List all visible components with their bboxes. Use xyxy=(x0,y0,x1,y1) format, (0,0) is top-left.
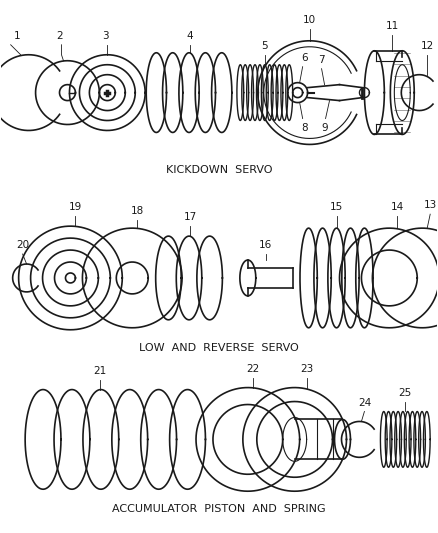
Text: 17: 17 xyxy=(184,212,197,222)
Text: 4: 4 xyxy=(187,31,193,41)
Text: 14: 14 xyxy=(391,202,404,212)
Text: 6: 6 xyxy=(301,53,308,63)
Text: 16: 16 xyxy=(259,240,272,250)
Text: 15: 15 xyxy=(330,202,343,212)
Text: 8: 8 xyxy=(301,123,308,133)
Text: 20: 20 xyxy=(16,240,29,250)
Text: 11: 11 xyxy=(386,21,399,31)
Text: 5: 5 xyxy=(261,41,268,51)
Text: 2: 2 xyxy=(56,31,63,41)
Text: 19: 19 xyxy=(69,202,82,212)
Text: 23: 23 xyxy=(300,364,313,374)
Text: 10: 10 xyxy=(303,15,316,25)
Text: KICKDOWN  SERVO: KICKDOWN SERVO xyxy=(166,165,272,175)
Text: 22: 22 xyxy=(246,364,259,374)
Text: LOW  AND  REVERSE  SERVO: LOW AND REVERSE SERVO xyxy=(139,343,299,353)
Text: 18: 18 xyxy=(131,206,144,216)
Text: 13: 13 xyxy=(424,200,437,210)
Text: 1: 1 xyxy=(13,31,20,41)
Text: 9: 9 xyxy=(321,123,328,133)
Text: 12: 12 xyxy=(420,41,434,51)
Text: 25: 25 xyxy=(399,387,412,398)
Text: 3: 3 xyxy=(102,31,109,41)
Text: 7: 7 xyxy=(318,55,325,64)
Text: 21: 21 xyxy=(94,366,107,376)
Text: 24: 24 xyxy=(358,398,371,408)
Text: ACCUMULATOR  PISTON  AND  SPRING: ACCUMULATOR PISTON AND SPRING xyxy=(112,504,326,514)
